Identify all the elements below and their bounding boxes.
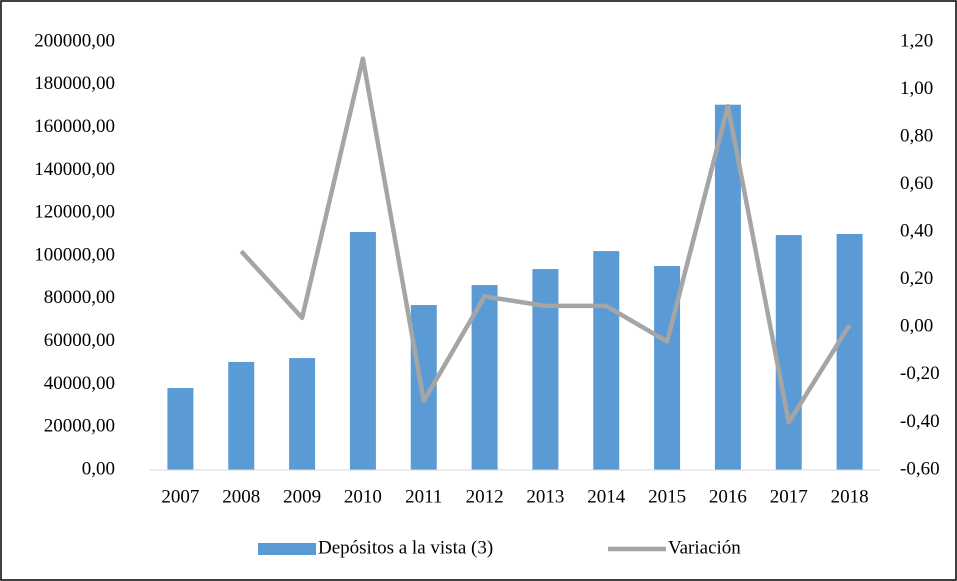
y2-tick-label: 0,60 (900, 173, 933, 194)
y2-tick-label: 0,00 (900, 316, 933, 337)
y2-tick-label: 0,80 (900, 125, 933, 146)
y2-tick-label: -0,20 (900, 363, 940, 384)
x-tick-label: 2010 (344, 486, 382, 507)
y2-tick-label: -0,60 (900, 458, 940, 479)
y2-tick-label: -0,40 (900, 411, 940, 432)
line (239, 56, 852, 425)
y-tick-label: 160000,00 (34, 116, 115, 137)
x-tick-label: 2014 (587, 486, 626, 507)
y-tick-label: 180000,00 (34, 73, 115, 94)
bar (349, 232, 376, 470)
x-tick-label: 2011 (405, 486, 442, 507)
x-tick-label: 2015 (648, 486, 686, 507)
bar (654, 266, 681, 470)
x-tick-label: 2018 (831, 486, 869, 507)
y-tick-label: 40000,00 (44, 373, 115, 394)
legend-label: Variación (668, 537, 741, 558)
y-tick-label: 0,00 (82, 458, 115, 479)
x-tick-label: 2007 (161, 486, 199, 507)
y2-tick-label: 1,20 (900, 30, 933, 51)
bar (228, 361, 255, 470)
legend-swatch (258, 543, 316, 555)
x-tick-label: 2016 (709, 486, 747, 507)
x-tick-label: 2017 (770, 486, 808, 507)
x-tick-label: 2008 (222, 486, 260, 507)
legend-label: Depósitos a la vista (3) (318, 537, 493, 558)
x-tick-label: 2013 (526, 486, 564, 507)
bar (471, 285, 498, 470)
y-tick-label: 200000,00 (34, 30, 115, 51)
y-tick-label: 20000,00 (44, 416, 115, 437)
y-tick-label: 100000,00 (34, 244, 115, 265)
y2-tick-label: 0,20 (900, 268, 933, 289)
bar (714, 104, 741, 471)
bar (593, 251, 620, 470)
y-tick-label: 60000,00 (44, 330, 115, 351)
x-tick-label: 2009 (283, 486, 321, 507)
bar (289, 358, 316, 470)
y2-tick-label: 1,00 (900, 78, 933, 99)
y2-tick-label: 0,40 (900, 221, 933, 242)
bar (775, 235, 802, 470)
y-tick-label: 140000,00 (34, 159, 115, 180)
bar (532, 269, 559, 470)
x-tick-label: 2012 (466, 486, 504, 507)
bar (167, 388, 194, 470)
y-tick-label: 120000,00 (34, 202, 115, 223)
y-tick-label: 80000,00 (44, 287, 115, 308)
bar (836, 233, 863, 470)
